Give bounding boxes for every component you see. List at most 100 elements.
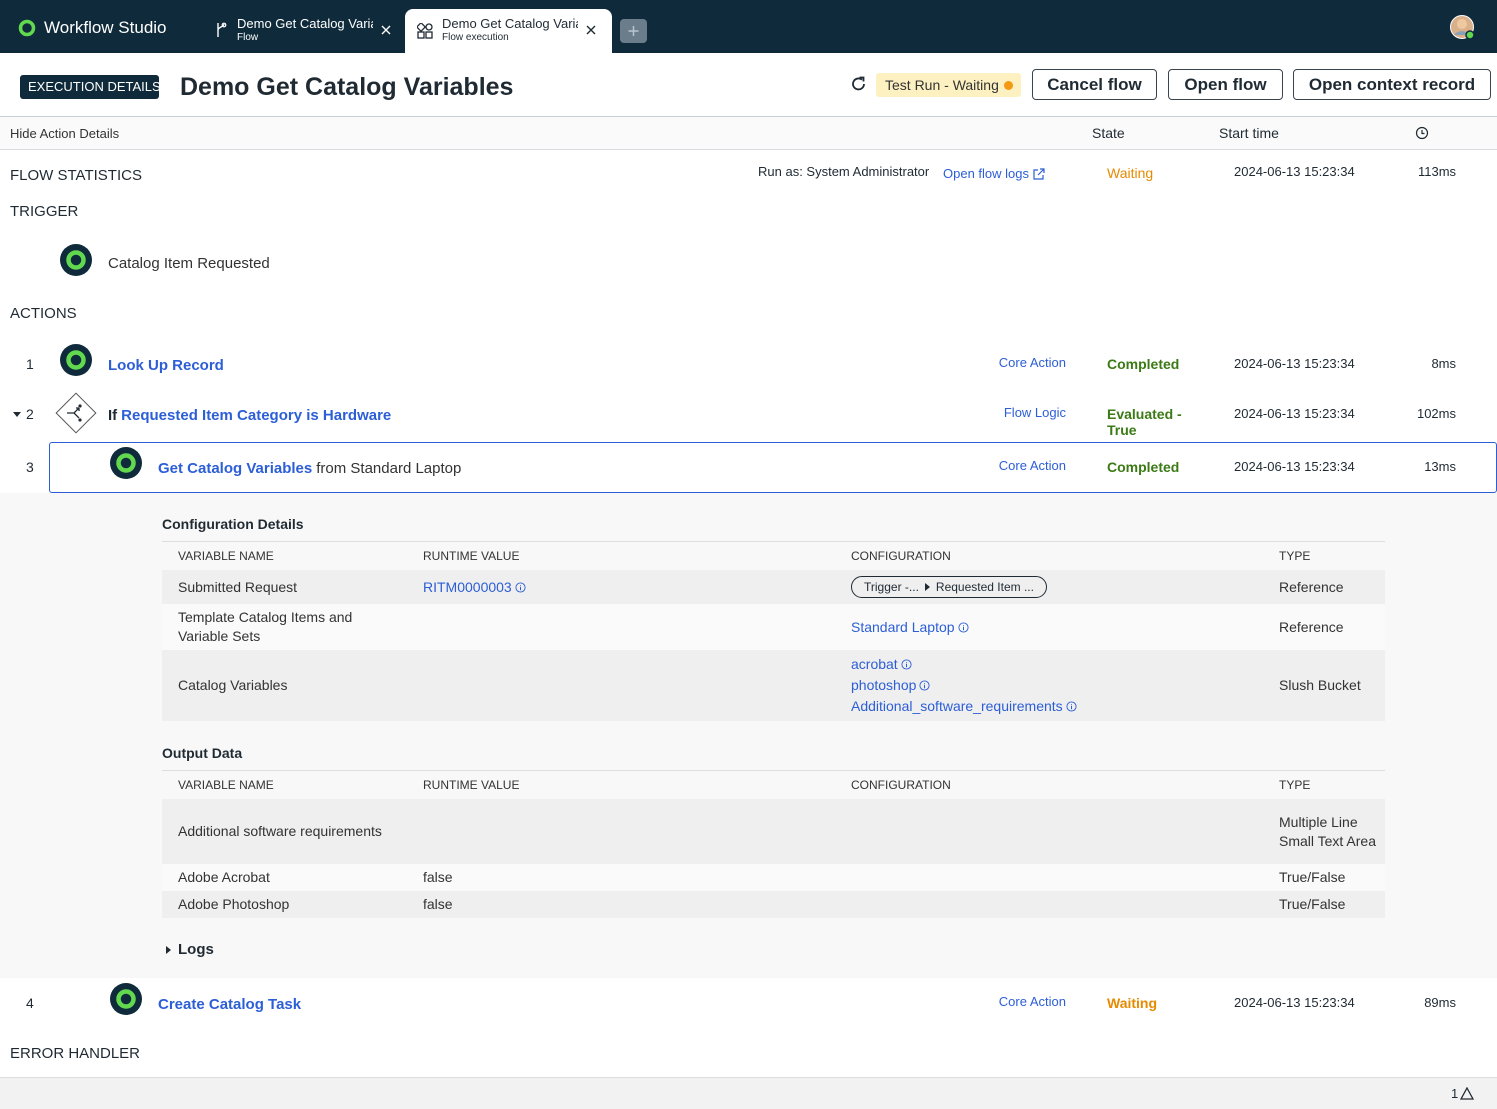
tab-title[interactable]: Demo Get Catalog Variables (442, 16, 578, 31)
action-category[interactable]: Core Action (998, 994, 1066, 1009)
link-text[interactable]: Open flow logs (943, 166, 1029, 181)
logo (18, 19, 36, 37)
table-row (162, 570, 1385, 604)
table-row (162, 799, 1385, 864)
badge (20, 75, 159, 99)
variable-name-text: Template Catalog Items and Variable Sets (178, 609, 353, 644)
pill[interactable]: Trigger -... Requested Item ... (851, 576, 1047, 598)
column-state: State (1092, 125, 1125, 141)
section-label: FLOW STATISTICS (10, 167, 142, 184)
variable-name-text: Submitted Request (178, 578, 298, 595)
type-text: Reference (1279, 578, 1344, 595)
runtime-value: false (423, 864, 823, 891)
badge-text: EXECUTION DETAILS (28, 79, 161, 94)
variable-name-text: Adobe Acrobat (178, 869, 270, 885)
action-category[interactable]: Flow Logic (1003, 405, 1066, 420)
variable-name: Adobe Photoshop (178, 891, 388, 918)
avatar[interactable] (1450, 15, 1476, 41)
action-title: Look Up Record (108, 356, 224, 376)
alert-icon[interactable] (1460, 1087, 1474, 1100)
action-name[interactable]: Create Catalog Task (158, 996, 302, 1013)
collapse-caret[interactable] (12, 410, 22, 418)
config-link: Additional_software_requirements (851, 696, 1077, 717)
action-icon (110, 447, 142, 479)
close-tab[interactable] (586, 25, 596, 35)
new-tab[interactable] (620, 19, 647, 43)
active-tab[interactable] (405, 9, 612, 53)
button[interactable]: Open context record (1293, 69, 1491, 100)
external-icon (1033, 168, 1045, 180)
action-title: Create Catalog Task (158, 995, 301, 1015)
action-title: If Requested Item Category is Hardware (108, 406, 391, 426)
run-as: Run as: System Administrator (758, 164, 930, 179)
type: True/False (1279, 891, 1379, 918)
logs-toggle[interactable]: Logs (178, 941, 214, 958)
variable-name-text: Catalog Variables (178, 677, 288, 693)
start-time: 2024-06-13 15:23:34 (1234, 995, 1355, 1010)
action-name[interactable]: Look Up Record (108, 357, 224, 374)
type-text: Multiple Line Small Text Area (1279, 813, 1377, 849)
type: Multiple Line Small Text Area (1279, 799, 1379, 864)
type: Reference (1279, 604, 1379, 650)
action-icon (60, 344, 92, 376)
variable-name-text: Adobe Photoshop (178, 896, 290, 912)
close-tab[interactable] (381, 25, 391, 35)
button[interactable]: Cancel flow (1032, 69, 1157, 100)
runtime-value-text[interactable]: RITM0000003 (423, 578, 512, 595)
status-pill (876, 73, 1021, 97)
column-header: VARIABLE NAME (178, 778, 274, 792)
action-state: Waiting (1107, 995, 1158, 1011)
tab-subtitle: Flow execution (442, 32, 509, 43)
toggle-details[interactable]: Hide Action Details (10, 126, 120, 141)
expand-caret[interactable] (164, 945, 172, 955)
type-text: Reference (1279, 618, 1344, 635)
table-row (162, 864, 1385, 891)
action-state: Completed (1107, 356, 1180, 372)
start-time: 2024-06-13 15:23:34 (1234, 164, 1355, 179)
app-name: Workflow Studio (44, 18, 167, 37)
action-category[interactable]: Core Action (998, 458, 1066, 473)
action-prefix: If (108, 407, 118, 424)
page-title: Demo Get Catalog Variables (180, 73, 514, 101)
type: Reference (1279, 570, 1379, 604)
column-start-time: Start time (1219, 125, 1279, 141)
action-category[interactable]: Core Action (998, 355, 1066, 370)
info-icon[interactable] (957, 621, 969, 633)
config-link-text[interactable]: Additional_software_requirements (851, 698, 1063, 714)
table-row (162, 650, 1385, 721)
info-icon[interactable] (919, 680, 930, 691)
refresh-icon[interactable] (850, 75, 868, 93)
selected-row[interactable] (49, 442, 1497, 493)
info-icon[interactable] (515, 581, 526, 593)
tab-title[interactable]: Demo Get Catalog Variables (237, 16, 373, 31)
pill-text: Trigger -... (864, 579, 919, 594)
execution-icon (417, 23, 433, 39)
pill-caret (924, 583, 930, 591)
action-number: 1 (26, 356, 34, 372)
action-name[interactable]: Requested Item Category is Hardware (121, 407, 392, 424)
info-icon[interactable] (901, 659, 912, 670)
table-header (162, 770, 1385, 799)
button[interactable]: Open flow (1168, 69, 1283, 100)
action-name[interactable]: Get Catalog Variables (158, 460, 313, 477)
config-link-text[interactable]: photoshop (851, 677, 917, 693)
config-link: photoshop (851, 675, 930, 696)
state: Waiting (1107, 165, 1154, 181)
table-title: Output Data (162, 745, 243, 761)
alert-count: 1 (1451, 1086, 1459, 1101)
status-dot (1004, 81, 1013, 90)
duration: 113ms (1418, 164, 1457, 179)
type-text: Slush Bucket (1279, 677, 1361, 693)
column-header: CONFIGURATION (851, 778, 951, 792)
info-icon[interactable] (1066, 701, 1077, 712)
action-icon (110, 983, 142, 1015)
variable-name: Additional software requirements (178, 799, 388, 864)
config-link-text[interactable]: acrobat (851, 656, 898, 672)
start-time: 2024-06-13 15:23:34 (1234, 459, 1355, 474)
config-link-text[interactable]: Standard Laptop (851, 618, 955, 635)
flow-logs-link[interactable]: Open flow logs (943, 164, 1046, 184)
configuration: Standard Laptop (851, 604, 1251, 650)
pill-text: Requested Item ... (935, 579, 1034, 594)
table-row (162, 604, 1385, 650)
